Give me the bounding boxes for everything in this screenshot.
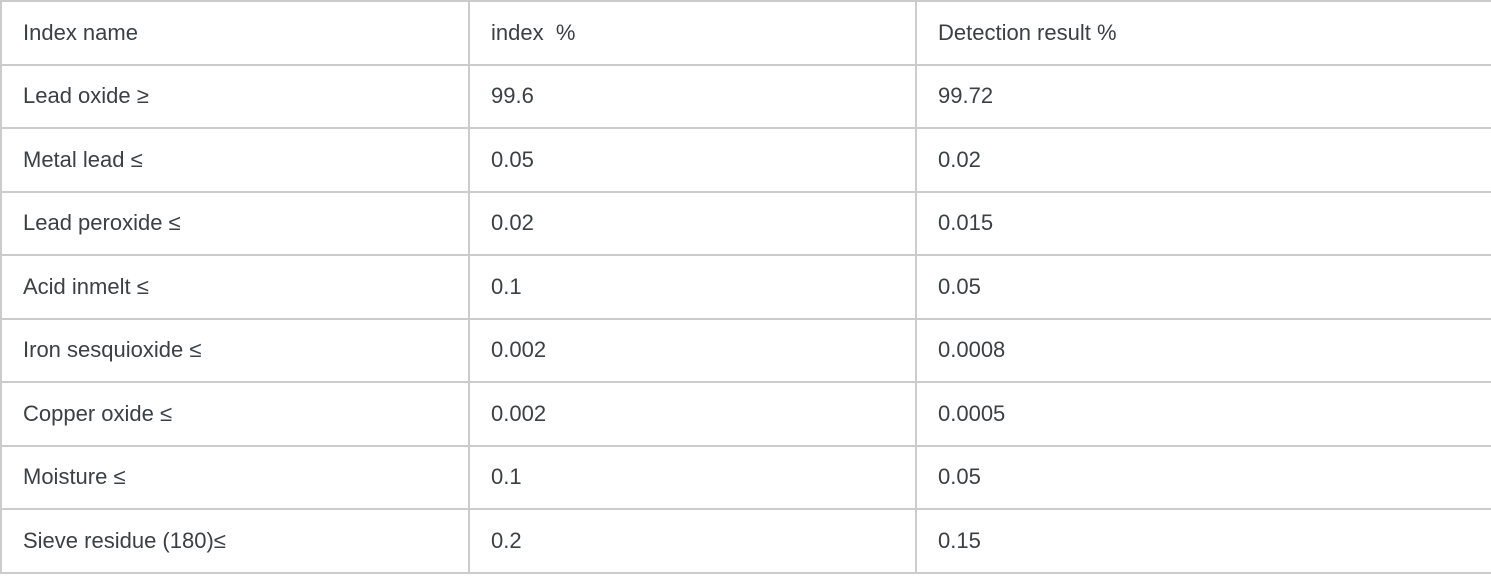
table-cell-detection-value: 0.0005 — [915, 381, 1491, 447]
table-cell-index-value: 0.1 — [468, 444, 917, 510]
table-cell-index-name: Lead peroxide ≤ — [0, 190, 470, 256]
table-header-row: Index name index % Detection result % — [0, 0, 1491, 66]
column-header-index-name: Index name — [0, 0, 470, 66]
table-cell-index-name: Sieve residue (180)≤ — [0, 508, 470, 574]
table-cell-detection-value: 0.02 — [915, 127, 1491, 193]
table-cell-index-value: 0.1 — [468, 254, 917, 320]
table-cell-index-name: Copper oxide ≤ — [0, 381, 470, 447]
column-header-detection-result: Detection result % — [915, 0, 1491, 66]
table-cell-index-value: 0.2 — [468, 508, 917, 574]
table-cell-index-name: Lead oxide ≥ — [0, 63, 470, 129]
table-cell-index-name: Metal lead ≤ — [0, 127, 470, 193]
table-cell-index-value: 99.6 — [468, 63, 917, 129]
table-cell-index-name: Moisture ≤ — [0, 444, 470, 510]
table-row: Acid inmelt ≤ 0.1 0.05 — [0, 254, 1491, 320]
column-header-index-percent: index % — [468, 0, 917, 66]
table-row: Iron sesquioxide ≤ 0.002 0.0008 — [0, 317, 1491, 383]
table-cell-index-name: Acid inmelt ≤ — [0, 254, 470, 320]
table-cell-detection-value: 0.15 — [915, 508, 1491, 574]
table-cell-index-value: 0.002 — [468, 317, 917, 383]
table-cell-detection-value: 0.05 — [915, 444, 1491, 510]
table-cell-index-value: 0.02 — [468, 190, 917, 256]
table-row: Lead peroxide ≤ 0.02 0.015 — [0, 190, 1491, 256]
table-cell-index-value: 0.002 — [468, 381, 917, 447]
table-row: Lead oxide ≥ 99.6 99.72 — [0, 63, 1491, 129]
table-row: Copper oxide ≤ 0.002 0.0005 — [0, 381, 1491, 447]
table-row: Metal lead ≤ 0.05 0.02 — [0, 127, 1491, 193]
table-cell-detection-value: 0.0008 — [915, 317, 1491, 383]
table-row: Moisture ≤ 0.1 0.05 — [0, 444, 1491, 510]
table-cell-detection-value: 0.05 — [915, 254, 1491, 320]
table-cell-detection-value: 99.72 — [915, 63, 1491, 129]
table-row: Sieve residue (180)≤ 0.2 0.15 — [0, 508, 1491, 574]
table-cell-index-value: 0.05 — [468, 127, 917, 193]
table-cell-detection-value: 0.015 — [915, 190, 1491, 256]
table-cell-index-name: Iron sesquioxide ≤ — [0, 317, 470, 383]
